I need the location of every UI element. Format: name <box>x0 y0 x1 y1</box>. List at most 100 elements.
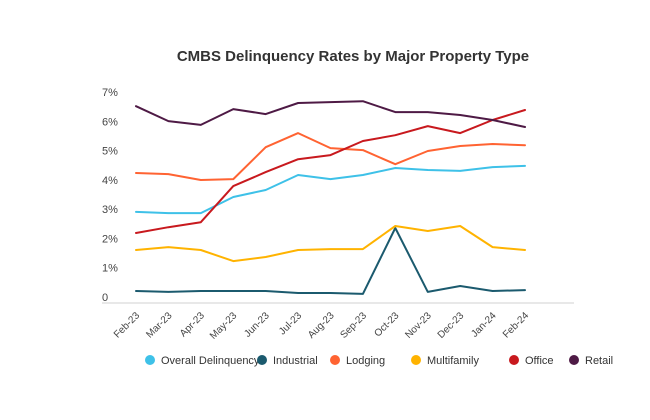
data-point-lodging <box>263 145 268 150</box>
series-multifamily <box>134 224 528 264</box>
data-point-industrial <box>523 288 528 293</box>
series-line-overall-delinquency <box>135 164 526 215</box>
data-point-overall-delinquency <box>296 173 301 178</box>
legend-item-office: Office <box>509 355 554 367</box>
data-point-lodging <box>425 149 430 154</box>
data-point-office <box>328 153 333 158</box>
data-point-multifamily <box>263 255 268 260</box>
x-tick-label: Nov-23 <box>403 310 434 341</box>
data-point-office <box>296 157 301 162</box>
data-point-multifamily <box>360 247 365 252</box>
data-point-lodging <box>360 148 365 153</box>
data-point-office <box>523 108 528 113</box>
data-point-lodging <box>393 162 398 167</box>
data-point-overall-delinquency <box>166 211 171 216</box>
series-line-multifamily <box>135 225 526 263</box>
data-point-lodging <box>198 178 203 183</box>
x-tick-label: Apr-23 <box>178 310 207 339</box>
data-point-overall-delinquency <box>490 165 495 170</box>
data-point-lodging <box>231 177 236 182</box>
data-point-industrial <box>458 284 463 289</box>
data-point-industrial <box>296 291 301 296</box>
data-point-office <box>231 184 236 189</box>
chart-title: CMBS Delinquency Rates by Major Property… <box>177 48 529 65</box>
data-point-multifamily <box>134 248 139 253</box>
legend-label: Overall Delinquency <box>161 355 260 367</box>
data-point-multifamily <box>231 259 236 264</box>
series-line-retail <box>135 100 526 128</box>
data-point-overall-delinquency <box>328 177 333 182</box>
data-point-office <box>360 139 365 144</box>
y-tick-label: 3% <box>102 204 118 216</box>
data-point-office <box>263 170 268 175</box>
legend-item-retail: Retail <box>569 355 613 367</box>
legend-swatch <box>257 355 267 365</box>
legend-swatch <box>509 355 519 365</box>
x-tick-label: Feb-24 <box>501 310 531 340</box>
data-point-overall-delinquency <box>360 173 365 178</box>
data-point-retail <box>523 125 528 130</box>
data-point-multifamily <box>166 245 171 250</box>
x-tick-label: May-23 <box>208 310 240 342</box>
data-point-overall-delinquency <box>425 168 430 173</box>
y-tick-label: 0 <box>102 292 108 304</box>
data-point-multifamily <box>393 224 398 229</box>
legend-item-multifamily: Multifamily <box>411 355 479 367</box>
y-tick-label: 2% <box>102 233 118 245</box>
data-point-industrial <box>328 291 333 296</box>
series-overall-delinquency <box>135 164 526 216</box>
data-point-lodging <box>328 146 333 151</box>
data-point-retail <box>231 107 236 112</box>
series-line-lodging <box>135 132 526 181</box>
data-point-overall-delinquency <box>198 211 203 216</box>
data-point-retail <box>425 110 430 115</box>
series-lines <box>134 100 528 296</box>
data-point-multifamily <box>458 224 463 229</box>
data-point-industrial <box>263 289 268 294</box>
data-point-overall-delinquency <box>263 188 268 193</box>
legend-swatch <box>330 355 340 365</box>
y-tick-label: 7% <box>102 87 118 99</box>
legend-item-industrial: Industrial <box>257 355 318 367</box>
data-point-office <box>134 231 139 236</box>
data-point-multifamily <box>328 247 333 252</box>
legend-label: Lodging <box>346 355 385 367</box>
data-point-industrial <box>134 289 139 294</box>
data-point-lodging <box>134 171 139 176</box>
legend-item-overall-delinquency: Overall Delinquency <box>145 355 260 367</box>
y-tick-label: 6% <box>102 116 118 128</box>
x-tick-label: Aug-23 <box>306 310 337 341</box>
legend-swatch <box>145 355 155 365</box>
legend-swatch <box>569 355 579 365</box>
x-tick-label: Jul-23 <box>277 310 304 337</box>
x-tick-label: Dec-23 <box>436 310 467 341</box>
y-axis-ticks: 0 1% 2% 3% 4% 5% 6% 7% <box>102 87 118 304</box>
data-point-industrial <box>490 289 495 294</box>
data-point-multifamily <box>296 248 301 253</box>
data-point-multifamily <box>198 248 203 253</box>
data-point-retail <box>458 113 463 118</box>
data-point-industrial <box>231 289 236 294</box>
data-point-retail <box>296 101 301 106</box>
legend-label: Office <box>525 355 554 367</box>
data-point-lodging <box>490 142 495 147</box>
x-tick-label: Jun-23 <box>242 310 272 340</box>
data-point-retail <box>490 118 495 123</box>
data-point-lodging <box>166 172 171 177</box>
data-point-retail <box>198 122 203 127</box>
data-point-multifamily <box>523 248 528 253</box>
y-tick-label: 4% <box>102 175 118 187</box>
data-point-office <box>166 225 171 230</box>
series-retail <box>135 100 528 130</box>
x-tick-label: Feb-23 <box>112 310 142 340</box>
x-axis-ticks: Feb-23 Mar-23 Apr-23 May-23 Jun-23 Jul-23 Aug-… <box>112 310 531 342</box>
series-lodging <box>134 132 528 183</box>
series-line-office <box>135 109 526 234</box>
x-tick-label: Mar-23 <box>144 310 174 340</box>
data-point-lodging <box>523 143 528 148</box>
data-point-retail <box>393 110 398 115</box>
data-point-retail <box>328 100 333 105</box>
y-tick-label: 5% <box>102 146 118 158</box>
data-point-overall-delinquency <box>458 168 463 173</box>
